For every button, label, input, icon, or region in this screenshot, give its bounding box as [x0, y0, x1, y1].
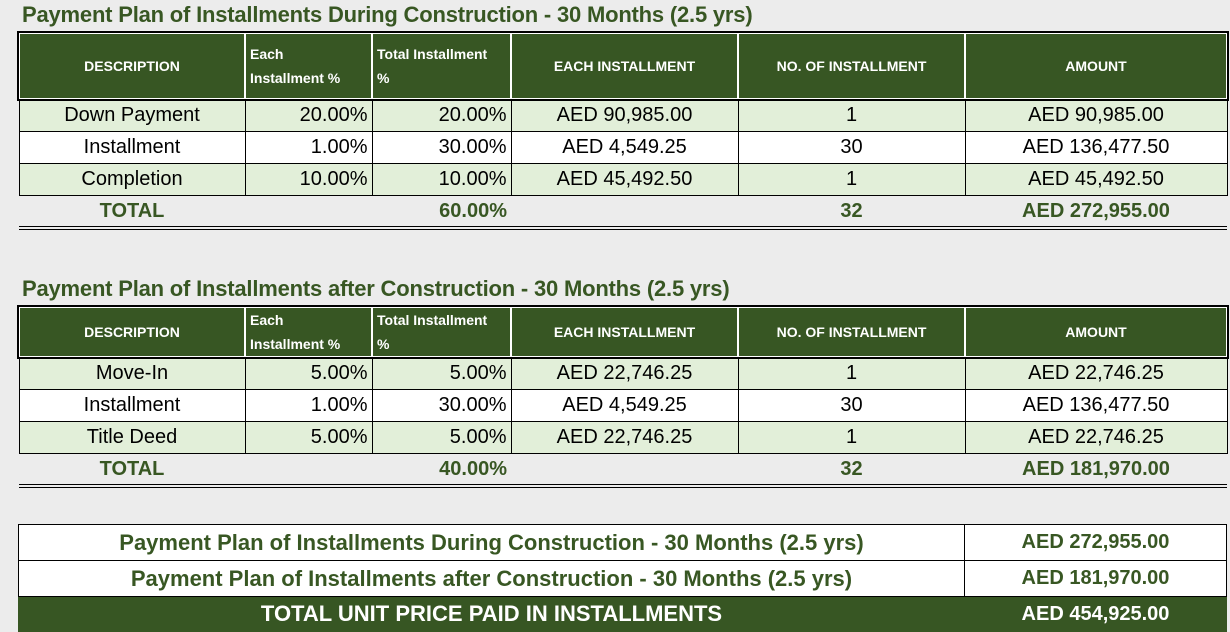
- row-each-pct: 5.00%: [244, 356, 373, 390]
- summary-amount: AED 272,955.00: [964, 524, 1227, 561]
- row-total-pct: 20.00%: [371, 98, 512, 132]
- plan2-header-amount: AMOUNT: [964, 306, 1228, 358]
- plan1-header-amount: AMOUNT: [964, 32, 1228, 100]
- plan1-header-each-pct: Each Installment %: [244, 32, 373, 100]
- row-total-pct: 30.00%: [371, 389, 512, 422]
- row-amount: AED 45,492.50: [964, 163, 1228, 196]
- row-amount: AED 136,477.50: [964, 131, 1228, 164]
- row-each-pct: 5.00%: [244, 421, 373, 454]
- row-description: Completion: [18, 163, 246, 196]
- row-amount: AED 136,477.50: [964, 389, 1228, 422]
- table-row: Title Deed 5.00% 5.00% AED 22,746.25 1 A…: [18, 421, 1228, 454]
- row-description: Title Deed: [18, 421, 246, 454]
- row-amount: AED 90,985.00: [964, 98, 1228, 132]
- table-row: Down Payment 20.00% 20.00% AED 90,985.00…: [18, 98, 1228, 132]
- total-label: TOTAL: [19, 195, 245, 230]
- total-amount: AED 272,955.00: [965, 195, 1227, 230]
- plan2-header-no-of-installment: NO. OF INSTALLMENT: [737, 306, 966, 358]
- row-each-installment: AED 90,985.00: [510, 98, 739, 132]
- plan2-table: DESCRIPTION Each Installment % Total Inst…: [17, 305, 1229, 488]
- row-each-installment: AED 22,746.25: [510, 421, 739, 454]
- plan1-header-no-of-installment: NO. OF INSTALLMENT: [737, 32, 966, 100]
- grand-total-amount: AED 454,925.00: [964, 596, 1227, 632]
- row-count: 30: [737, 389, 966, 422]
- plan1-header-total-pct: Total Installment%: [371, 32, 512, 100]
- total-count: 32: [738, 195, 965, 230]
- total-empty: [511, 195, 738, 230]
- plan1-header-description: DESCRIPTION: [18, 32, 246, 100]
- total-empty: [511, 453, 738, 488]
- plan1-header-each-installment: EACH INSTALLMENT: [510, 32, 739, 100]
- row-total-pct: 5.00%: [371, 421, 512, 454]
- plan1-total-row: TOTAL 60.00% 32 AED 272,955.00: [19, 195, 1227, 230]
- row-count: 1: [737, 421, 966, 454]
- row-each-pct: 1.00%: [244, 389, 373, 422]
- table-row: Installment 1.00% 30.00% AED 4,549.25 30…: [18, 131, 1228, 164]
- row-description: Installment: [18, 389, 246, 422]
- plan1-header-row: DESCRIPTION Each Installment % Total Inst…: [17, 31, 1229, 101]
- plan2-header-each-pct: Each Installment %: [244, 306, 373, 358]
- plan2-header-description: DESCRIPTION: [18, 306, 246, 358]
- plan1-table: DESCRIPTION Each Installment % Total Inst…: [17, 31, 1229, 230]
- row-description: Move-In: [18, 356, 246, 390]
- table-row: Move-In 5.00% 5.00% AED 22,746.25 1 AED …: [18, 356, 1228, 390]
- row-count: 1: [737, 98, 966, 132]
- row-amount: AED 22,746.25: [964, 356, 1228, 390]
- grand-total-row: TOTAL UNIT PRICE PAID IN INSTALLMENTS AE…: [18, 596, 1227, 632]
- row-count: 30: [737, 131, 966, 164]
- plan2-header-total-pct: Total Installment%: [371, 306, 512, 358]
- plan2-header-row: DESCRIPTION Each Installment % Total Inst…: [17, 305, 1229, 359]
- row-total-pct: 30.00%: [371, 131, 512, 164]
- row-total-pct: 5.00%: [371, 356, 512, 390]
- summary-row: Payment Plan of Installments During Cons…: [18, 524, 1227, 561]
- row-each-pct: 1.00%: [244, 131, 373, 164]
- total-empty: [245, 195, 372, 230]
- summary-label: Payment Plan of Installments During Cons…: [18, 524, 965, 561]
- summary-row: Payment Plan of Installments after Const…: [18, 560, 1227, 597]
- plan2-header-each-installment: EACH INSTALLMENT: [510, 306, 739, 358]
- row-each-pct: 20.00%: [244, 98, 373, 132]
- table-row: Installment 1.00% 30.00% AED 4,549.25 30…: [18, 389, 1228, 422]
- grand-total-label: TOTAL UNIT PRICE PAID IN INSTALLMENTS: [18, 596, 965, 632]
- total-label: TOTAL: [19, 453, 245, 488]
- row-amount: AED 22,746.25: [964, 421, 1228, 454]
- row-each-installment: AED 4,549.25: [510, 389, 739, 422]
- row-description: Down Payment: [18, 98, 246, 132]
- row-each-pct: 10.00%: [244, 163, 373, 196]
- summary-amount: AED 181,970.00: [964, 560, 1227, 597]
- total-pct: 60.00%: [372, 195, 511, 230]
- total-empty: [245, 453, 372, 488]
- plan2-title: Payment Plan of Installments after Const…: [22, 276, 730, 301]
- plan2-total-row: TOTAL 40.00% 32 AED 181,970.00: [19, 453, 1227, 488]
- summary-label: Payment Plan of Installments after Const…: [18, 560, 965, 597]
- plan1-title: Payment Plan of Installments During Cons…: [22, 2, 753, 27]
- row-each-installment: AED 22,746.25: [510, 356, 739, 390]
- row-each-installment: AED 4,549.25: [510, 131, 739, 164]
- row-description: Installment: [18, 131, 246, 164]
- total-amount: AED 181,970.00: [965, 453, 1227, 488]
- row-each-installment: AED 45,492.50: [510, 163, 739, 196]
- total-pct: 40.00%: [372, 453, 511, 488]
- row-count: 1: [737, 163, 966, 196]
- row-count: 1: [737, 356, 966, 390]
- summary-table: Payment Plan of Installments During Cons…: [18, 524, 1227, 632]
- table-row: Completion 10.00% 10.00% AED 45,492.50 1…: [18, 163, 1228, 196]
- row-total-pct: 10.00%: [371, 163, 512, 196]
- total-count: 32: [738, 453, 965, 488]
